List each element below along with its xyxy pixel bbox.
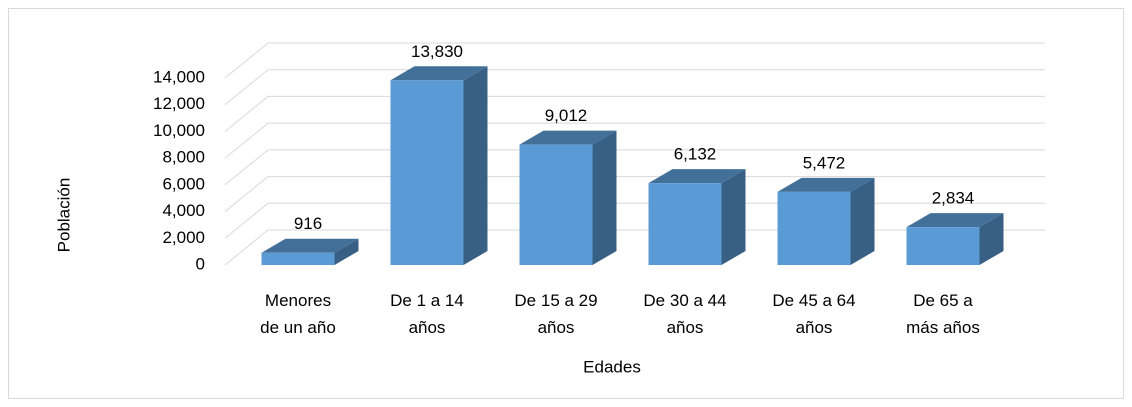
value-label: 13,830 xyxy=(411,42,463,61)
y-tick-label: 8,000 xyxy=(162,148,205,167)
bar-face xyxy=(463,66,488,265)
bar-face xyxy=(850,177,875,265)
bar-face xyxy=(390,66,488,81)
x-tick-label: De 15 a 29 años xyxy=(514,291,598,337)
bar xyxy=(906,213,1004,265)
grid-line xyxy=(224,69,1045,106)
bar xyxy=(261,238,359,265)
grid-line xyxy=(224,42,1045,79)
bar-face xyxy=(261,238,359,253)
y-tick-label: 2,000 xyxy=(162,228,205,247)
x-axis-label: Edades xyxy=(583,357,641,376)
x-tick-label: De 1 a 14 años xyxy=(390,291,464,337)
y-tick-label: 6,000 xyxy=(162,174,205,193)
value-label: 916 xyxy=(294,214,322,233)
bar-face xyxy=(648,169,746,184)
x-tick-label: De 30 a 44 años xyxy=(643,291,727,337)
x-tick-label: De 65 a más años xyxy=(906,291,980,337)
bar-face xyxy=(519,144,593,265)
x-tick-label: Menores de un año xyxy=(260,291,336,337)
grid-line xyxy=(224,122,1045,159)
y-tick-label: 10,000 xyxy=(153,121,205,140)
bar-face xyxy=(979,213,1004,265)
y-tick-label: 4,000 xyxy=(162,201,205,220)
y-tick-label: 0 xyxy=(196,254,205,273)
bar-face xyxy=(906,213,1004,228)
bar-face xyxy=(592,130,617,265)
grid-line xyxy=(224,176,1045,212)
grid-line xyxy=(224,149,1045,186)
value-label: 9,012 xyxy=(545,106,588,125)
bar-face xyxy=(777,191,851,265)
bar-face xyxy=(261,252,335,265)
bar-face xyxy=(334,238,359,265)
bar xyxy=(519,130,617,265)
y-tick-label: 14,000 xyxy=(153,67,205,86)
bar-face xyxy=(777,177,875,192)
bar-face xyxy=(721,169,746,265)
bar-face xyxy=(519,130,617,145)
value-label: 5,472 xyxy=(803,153,846,172)
x-tick-label: De 45 a 64 años xyxy=(772,291,856,337)
bar-face xyxy=(648,183,722,265)
bar xyxy=(390,66,488,265)
value-label: 6,132 xyxy=(674,145,717,164)
bar-face xyxy=(906,227,980,265)
y-tick-label: 12,000 xyxy=(153,94,205,113)
bar xyxy=(777,177,875,265)
bar-face xyxy=(390,80,464,265)
value-label: 2,834 xyxy=(932,189,975,208)
grid-line xyxy=(224,95,1045,132)
bar xyxy=(648,169,746,265)
y-axis-label: Población xyxy=(54,178,73,253)
